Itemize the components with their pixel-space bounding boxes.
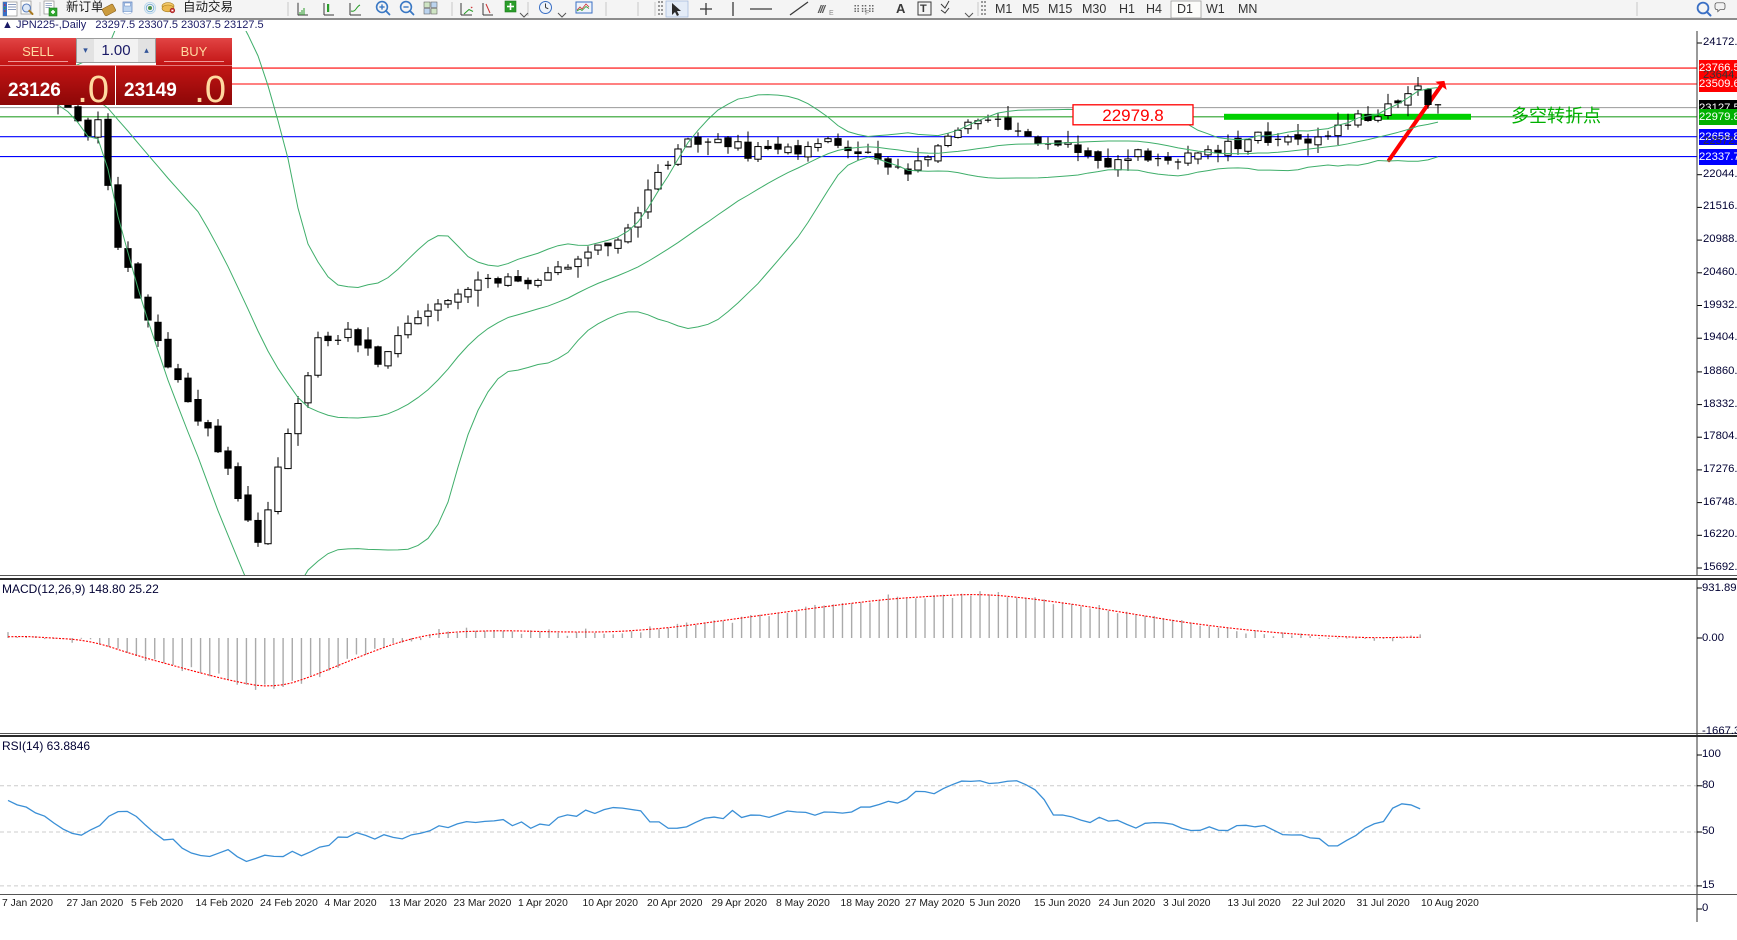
svg-text:MN: MN xyxy=(1238,2,1257,16)
svg-text:多空转折点: 多空转折点 xyxy=(1511,106,1601,126)
svg-text:W1: W1 xyxy=(1206,2,1225,16)
svg-text:D1: D1 xyxy=(1177,2,1193,16)
svg-text:T: T xyxy=(920,3,927,15)
svg-text:自动交易: 自动交易 xyxy=(183,0,233,14)
svg-text:H1: H1 xyxy=(1119,2,1135,16)
svg-text:⠿⠿⠿: ⠿⠿⠿ xyxy=(853,5,875,16)
svg-text:F: F xyxy=(865,10,869,17)
svg-text:新订单: 新订单 xyxy=(66,0,104,14)
svg-text:M15: M15 xyxy=(1048,2,1072,16)
svg-text:22979.8: 22979.8 xyxy=(1102,106,1163,125)
svg-text:A: A xyxy=(896,1,906,16)
svg-text:E: E xyxy=(829,10,834,17)
svg-text:H4: H4 xyxy=(1146,2,1162,16)
svg-text:M1: M1 xyxy=(995,2,1012,16)
svg-text:M30: M30 xyxy=(1082,2,1106,16)
svg-text:M5: M5 xyxy=(1022,2,1039,16)
